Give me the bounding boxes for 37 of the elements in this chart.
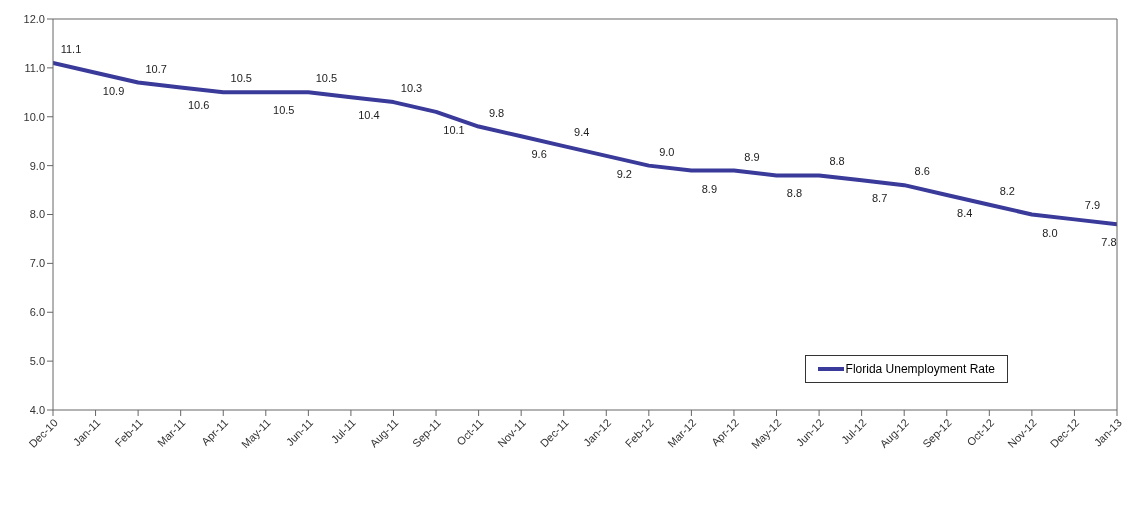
data-label: 10.4: [358, 109, 380, 122]
data-label: 8.8: [786, 187, 803, 200]
data-label: 8.6: [914, 165, 930, 178]
y-tick-label: 4.0: [29, 403, 45, 416]
data-label: 8.0: [1042, 226, 1058, 239]
y-tick-label: 5.0: [29, 355, 45, 368]
data-label: 8.4: [957, 206, 973, 219]
y-tick-label: 6.0: [29, 306, 45, 319]
data-label: 10.5: [315, 72, 338, 85]
data-label: 9.4: [574, 126, 590, 139]
y-tick-label: 7.0: [29, 257, 45, 270]
data-label: 8.7: [871, 192, 888, 205]
data-label: 9.8: [488, 106, 505, 119]
y-tick-label: 9.0: [29, 159, 45, 172]
data-label: 10.5: [273, 104, 295, 117]
data-label: 8.8: [829, 155, 845, 168]
y-tick-label: 12.0: [23, 12, 45, 25]
data-label: 7.9: [1084, 199, 1101, 212]
data-label: 8.9: [744, 150, 760, 163]
y-tick-label: 8.0: [29, 208, 45, 221]
line-series: [53, 60, 1117, 227]
data-label: 11.1: [60, 42, 82, 55]
data-label: 9.0: [659, 145, 675, 158]
y-tick-label: 10.0: [23, 110, 45, 123]
data-label: 9.6: [531, 148, 547, 161]
legend-label: Florida Unemployment Rate: [844, 362, 995, 376]
data-label: 7.8: [1101, 236, 1117, 249]
data-label: 10.6: [187, 99, 210, 112]
data-label: 10.5: [230, 72, 252, 85]
data-label: 9.2: [616, 167, 632, 180]
data-label: 10.1: [443, 123, 465, 136]
data-label: 10.3: [400, 82, 423, 95]
data-label: 8.2: [999, 184, 1015, 197]
y-tick-label: 11.0: [24, 61, 45, 74]
data-label: 10.9: [102, 84, 125, 97]
data-label: 8.9: [701, 182, 718, 195]
data-label: 10.7: [145, 62, 167, 75]
